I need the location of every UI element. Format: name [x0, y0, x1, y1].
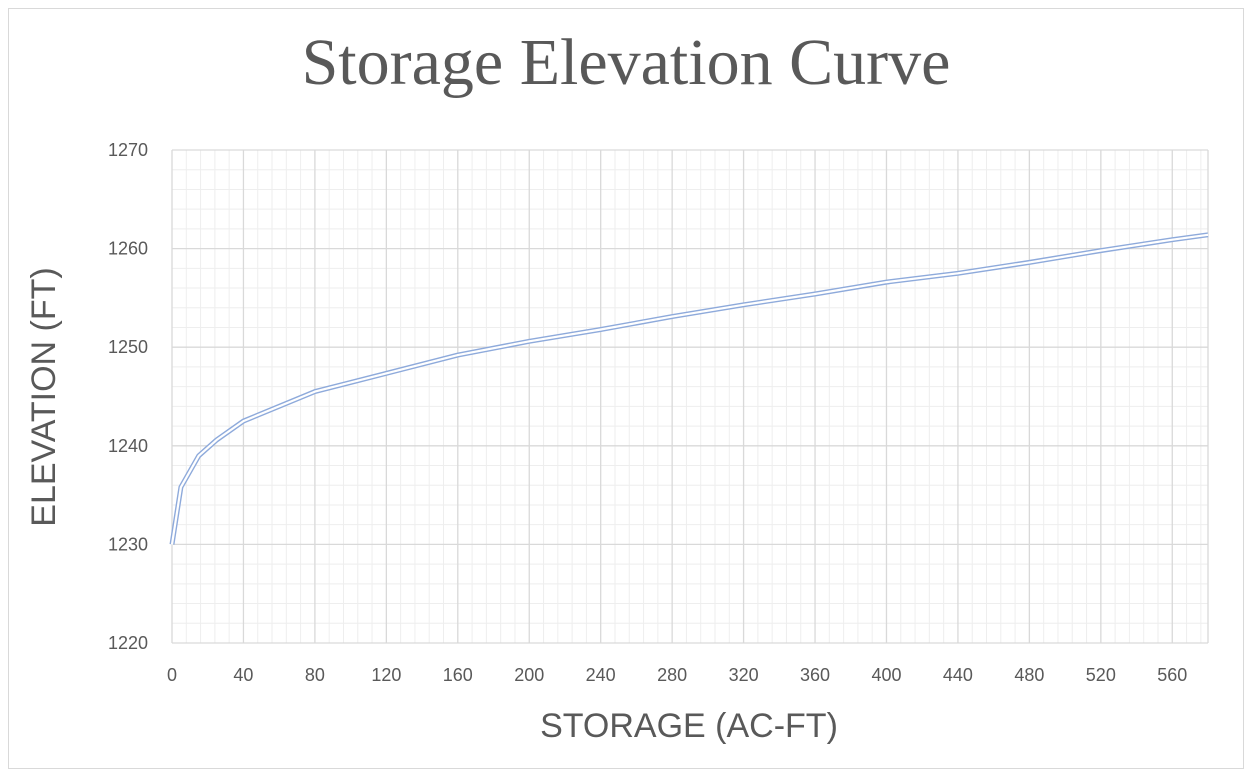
major-gridlines: [171, 149, 1209, 644]
x-tick-label: 440: [943, 665, 973, 685]
series-layer: [169, 232, 1209, 545]
x-tick-label: 240: [586, 665, 616, 685]
y-tick-label: 1250: [108, 337, 148, 357]
y-tick-label: 1220: [108, 633, 148, 653]
x-tick-label: 360: [800, 665, 830, 685]
x-tick-label: 280: [657, 665, 687, 685]
chart-area: [8, 8, 1244, 769]
x-tick-label: 520: [1086, 665, 1116, 685]
y-tick-label: 1230: [108, 534, 148, 554]
x-tick-label: 120: [371, 665, 401, 685]
x-tick-label: 0: [167, 665, 177, 685]
y-axis-title: ELEVATION (FT): [25, 267, 63, 526]
x-tick-label: 560: [1157, 665, 1187, 685]
series-line-outer: [169, 232, 1209, 545]
y-tick-label: 1260: [108, 239, 148, 259]
x-axis-title: STORAGE (AC-FT): [540, 707, 838, 745]
x-tick-label: 200: [514, 665, 544, 685]
x-tick-label: 400: [871, 665, 901, 685]
y-tick-label: 1240: [108, 436, 148, 456]
series-line-inner: [170, 233, 1209, 545]
x-tick-label: 160: [443, 665, 473, 685]
x-tick-label: 80: [305, 665, 325, 685]
minor-gridlines: [172, 150, 1208, 643]
x-tick-label: 320: [729, 665, 759, 685]
x-tick-label: 480: [1014, 665, 1044, 685]
tick-labels: 0 40 80 120 160 200 240 280 320 360 400 440 480 520 56…: [108, 140, 1187, 685]
chart-title: Storage Elevation Curve: [301, 26, 951, 99]
x-tick-label: 40: [233, 665, 253, 685]
y-tick-label: 1270: [108, 140, 148, 160]
